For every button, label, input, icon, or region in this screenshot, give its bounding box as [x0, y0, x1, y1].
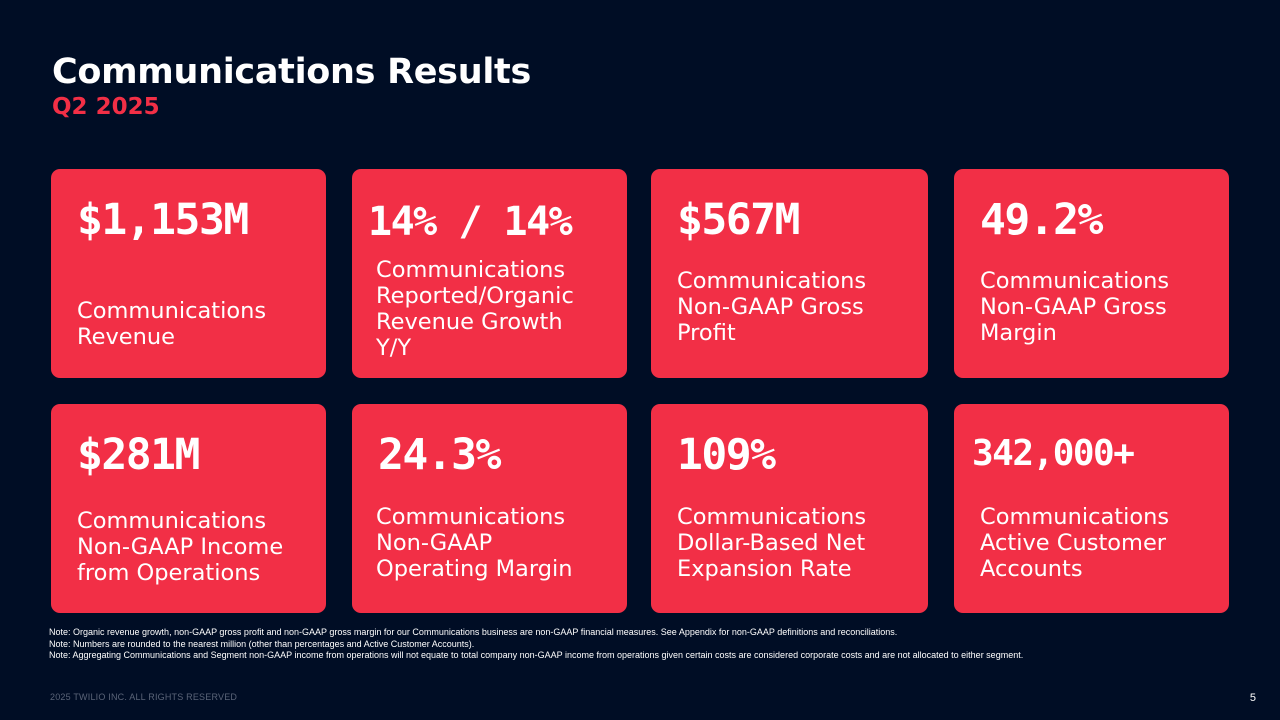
metric-label: Communications Non-GAAP Gross Profit [677, 268, 867, 346]
metric-label: Communications Non-GAAP Income from Oper… [77, 508, 284, 586]
metric-label: Communications Reported/Organic Revenue … [376, 257, 574, 361]
metric-label: Communications Revenue [77, 298, 267, 350]
metric-label: Communications Non-GAAP Operating Margin [376, 504, 573, 582]
metric-value: 342,000+ [972, 433, 1135, 474]
metric-value: 109% [677, 430, 776, 480]
metric-card-income-operations: $281M Communications Non-GAAP Income fro… [51, 404, 326, 613]
metric-card-gross-profit: $567M Communications Non-GAAP Gross Prof… [651, 169, 928, 378]
metric-value: 49.2% [980, 195, 1103, 245]
metric-card-revenue-growth: 14% / 14% Communications Reported/Organi… [352, 169, 627, 378]
metric-card-dbner: 109% Communications Dollar-Based Net Exp… [651, 404, 928, 613]
footnote: Note: Numbers are rounded to the nearest… [49, 638, 475, 649]
metric-label: Communications Active Customer Accounts [980, 504, 1170, 582]
page-number: 5 [1249, 692, 1256, 704]
metric-card-revenue: $1,153M Communications Revenue [51, 169, 326, 378]
metric-card-gross-margin: 49.2% Communications Non-GAAP Gross Marg… [954, 169, 1229, 378]
page-title: Communications Results [52, 52, 531, 92]
metric-value: 24.3% [378, 430, 501, 480]
footnote: Note: Organic revenue growth, non-GAAP g… [49, 627, 898, 637]
copyright: 2025 TWILIO INC. ALL RIGHTS RESERVED [50, 692, 238, 702]
metric-label: Communications Dollar-Based Net Expansio… [677, 504, 867, 582]
metric-label: Communications Non-GAAP Gross Margin [980, 268, 1170, 346]
metric-card-operating-margin: 24.3% Communications Non-GAAP Operating … [352, 404, 627, 613]
metric-value: $1,153M [77, 195, 249, 245]
footnote: Note: Aggregating Communications and Seg… [49, 650, 1024, 660]
metric-value: 14% / 14% [368, 199, 573, 245]
metric-value: $567M [677, 195, 800, 245]
metric-card-active-customers: 342,000+ Communications Active Customer … [954, 404, 1229, 613]
page-subtitle: Q2 2025 [52, 94, 160, 120]
footnotes: Note: Organic revenue growth, non-GAAP g… [49, 627, 1239, 662]
metric-value: $281M [77, 430, 200, 480]
